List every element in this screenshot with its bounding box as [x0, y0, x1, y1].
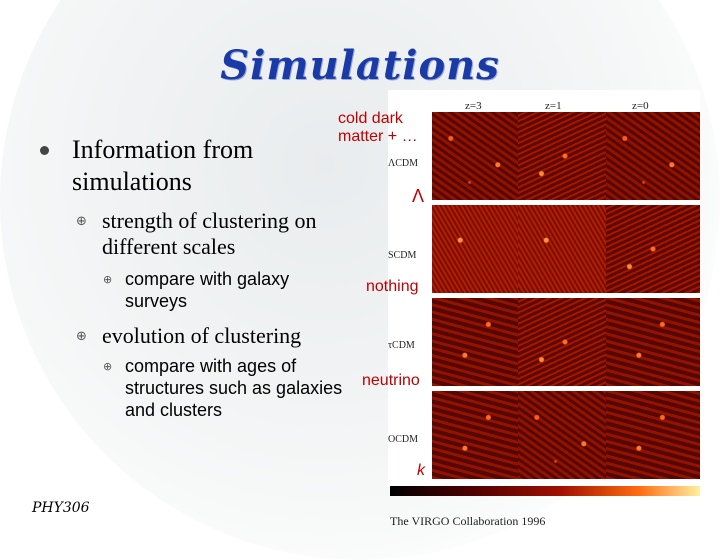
annotation-nothing: nothing	[366, 278, 419, 295]
annotation-cdm: cold dark matter + …	[338, 110, 418, 145]
bullet-sub1-item-text: compare with galaxy surveys	[125, 269, 290, 311]
z-label: z=0	[632, 100, 649, 112]
bullet-marker-icon: ⊕	[103, 360, 113, 373]
bullet-marker-icon: ⊕	[76, 214, 87, 229]
annotation-k: k	[417, 462, 425, 479]
simulation-panel	[606, 298, 700, 386]
annotation-neutrino: neutrino	[362, 372, 420, 389]
bullet-marker-icon: ⊕	[103, 273, 113, 286]
z-label: z=1	[545, 100, 562, 112]
simulation-panel	[606, 205, 700, 293]
bullet-main-text: Information from simulations	[72, 135, 254, 196]
figure-credit: The VIRGO Collaboration 1996	[390, 514, 546, 528]
simulation-panel	[432, 391, 526, 479]
simulation-panel	[518, 205, 612, 293]
model-label: SCDM	[388, 250, 417, 261]
color-scale-bar	[390, 486, 700, 496]
simulation-panel	[606, 112, 700, 200]
simulation-panel	[432, 112, 526, 200]
bullet-marker-icon: ⊕	[76, 329, 87, 344]
bullet-sub2-item-text: compare with ages of structures such as …	[125, 356, 343, 420]
z-label: z=3	[465, 100, 482, 112]
bullet-sub1-text: strength of clustering on different scal…	[102, 208, 317, 259]
model-label: τCDM	[388, 340, 415, 351]
bullet-sub2-text: evolution of clustering	[102, 323, 302, 348]
bullet-dot-icon	[40, 146, 49, 155]
course-footer: PHY306	[32, 500, 90, 516]
model-label: OCDM	[388, 434, 419, 445]
model-label: ΛCDM	[388, 158, 419, 169]
simulation-panel	[518, 298, 612, 386]
simulation-panel	[432, 298, 526, 386]
slide-title: Simulations	[220, 42, 500, 89]
simulation-panel	[518, 112, 612, 200]
simulation-panel	[606, 391, 700, 479]
annotation-lambda: Λ	[412, 186, 425, 206]
simulation-panel	[518, 391, 612, 479]
simulation-panel	[432, 205, 526, 293]
